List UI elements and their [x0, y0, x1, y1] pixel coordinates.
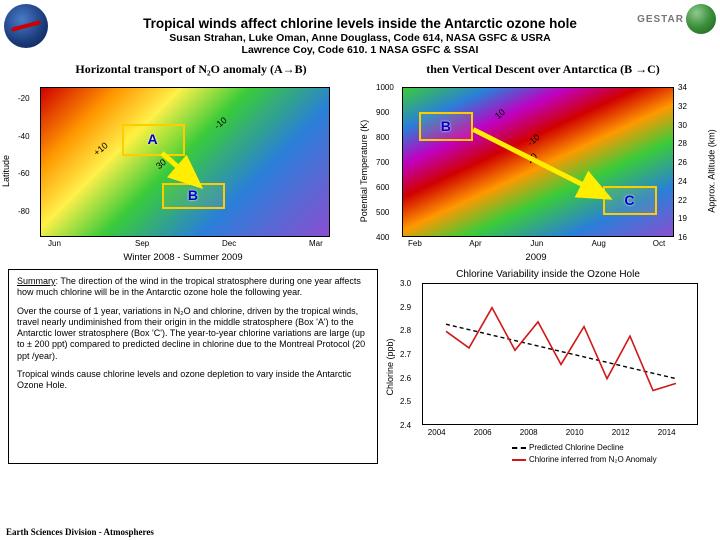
ytick: -80 [18, 207, 30, 216]
ytick: -40 [18, 132, 30, 141]
plot-area-right: BC1020-10 [402, 87, 674, 237]
ytick-right: 32 [678, 102, 687, 111]
legend-swatch [512, 459, 526, 461]
ytick-right: 22 [678, 196, 687, 205]
ytick-left: 500 [376, 208, 389, 217]
ylabel-chlorine: Chlorine (ppb) [385, 338, 395, 395]
globe-icon [686, 4, 716, 34]
bottom-row: Summary: The direction of the wind in th… [0, 261, 720, 464]
summary-p2: Over the course of 1 year, variations in… [17, 306, 369, 362]
xtick: Jun [48, 239, 61, 248]
legend-label: Predicted Chlorine Decline [529, 443, 624, 452]
xtick: 2010 [566, 428, 584, 437]
charts-row: Latitude Winter 2008 - Summer 2009 AB-10… [0, 77, 720, 261]
ytick-left: 700 [376, 158, 389, 167]
xtick: Mar [309, 239, 323, 248]
plot-area-left: AB-1030+10 [40, 87, 330, 237]
subtitle-row: Horizontal transport of N₂O anomaly (A→B… [0, 62, 720, 77]
ytick-right: 16 [678, 233, 687, 242]
ytick-left: 600 [376, 183, 389, 192]
plot-area-chlorine [422, 283, 698, 425]
ytick: 2.6 [400, 374, 411, 383]
summary-p3: Tropical winds cause chlorine levels and… [17, 369, 369, 392]
xtick: 2006 [474, 428, 492, 437]
ytick: 2.5 [400, 397, 411, 406]
ytick-left: 1000 [376, 83, 394, 92]
footer-text: Earth Sciences Division - Atmospheres [6, 527, 154, 537]
chart-vertical-descent: Potential Temperature (K) Approx. Altitu… [366, 81, 706, 261]
legend-item: Chlorine inferred from N₂O Anomaly [512, 455, 657, 464]
ytick-right: 24 [678, 177, 687, 186]
subtitle-right: then Vertical Descent over Antarctica (B… [374, 62, 712, 77]
xtick: 2004 [428, 428, 446, 437]
ytick: 3.0 [400, 279, 411, 288]
ytick: 2.9 [400, 303, 411, 312]
summary-p1: Summary: The direction of the wind in th… [17, 276, 369, 299]
authors-line-2: Lawrence Coy, Code 610. 1 NASA GSFC & SS… [0, 44, 720, 56]
summary-box: Summary: The direction of the wind in th… [8, 269, 378, 464]
chlorine-plot-svg [423, 284, 699, 426]
xtick: Oct [653, 239, 665, 248]
ytick-left: 400 [376, 233, 389, 242]
ylabel-latitude: Latitude [1, 155, 11, 187]
page-title: Tropical winds affect chlorine levels in… [0, 16, 720, 31]
ylabel-altitude: Approx. Altitude (km) [707, 129, 717, 213]
xtick: Feb [408, 239, 422, 248]
xtick: Dec [222, 239, 236, 248]
ytick: -20 [18, 94, 30, 103]
ytick-right: 30 [678, 121, 687, 130]
chart-horizontal-transport: Latitude Winter 2008 - Summer 2009 AB-10… [8, 81, 358, 261]
nasa-logo [4, 4, 48, 48]
xtick: 2014 [658, 428, 676, 437]
ytick-left: 800 [376, 133, 389, 142]
ytick-right: 26 [678, 158, 687, 167]
ytick-right: 34 [678, 83, 687, 92]
title-block: Tropical winds affect chlorine levels in… [0, 0, 720, 56]
chlorine-chart-title: Chlorine Variability inside the Ozone Ho… [388, 269, 708, 280]
xtick: Jun [530, 239, 543, 248]
ytick: 2.4 [400, 421, 411, 430]
ytick-left: 900 [376, 108, 389, 117]
legend-label: Chlorine inferred from N₂O Anomaly [529, 455, 657, 464]
chart-chlorine-variability: Chlorine Variability inside the Ozone Ho… [388, 269, 708, 464]
xtick: 2012 [612, 428, 630, 437]
subtitle-left: Horizontal transport of N₂O anomaly (A→B… [8, 62, 374, 77]
arrow-icon [41, 88, 329, 236]
arrow-icon [403, 88, 673, 236]
legend-item: Predicted Chlorine Decline [512, 443, 624, 452]
ytick: -60 [18, 169, 30, 178]
xtick: 2008 [520, 428, 538, 437]
xlabel-2009: 2009 [525, 252, 546, 263]
xtick: Sep [135, 239, 149, 248]
ytick-right: 19 [678, 214, 687, 223]
legend-swatch [512, 447, 526, 449]
ylabel-potential-temp: Potential Temperature (K) [359, 120, 369, 222]
xtick: Aug [592, 239, 606, 248]
xtick: Apr [469, 239, 481, 248]
xlabel-winter-summer: Winter 2008 - Summer 2009 [123, 252, 242, 263]
ytick: 2.7 [400, 350, 411, 359]
ytick-right: 28 [678, 139, 687, 148]
authors-line-1: Susan Strahan, Luke Oman, Anne Douglass,… [0, 32, 720, 44]
gestar-text: GESTAR [637, 14, 684, 25]
ytick: 2.8 [400, 326, 411, 335]
gestar-logo: GESTAR [637, 4, 716, 34]
